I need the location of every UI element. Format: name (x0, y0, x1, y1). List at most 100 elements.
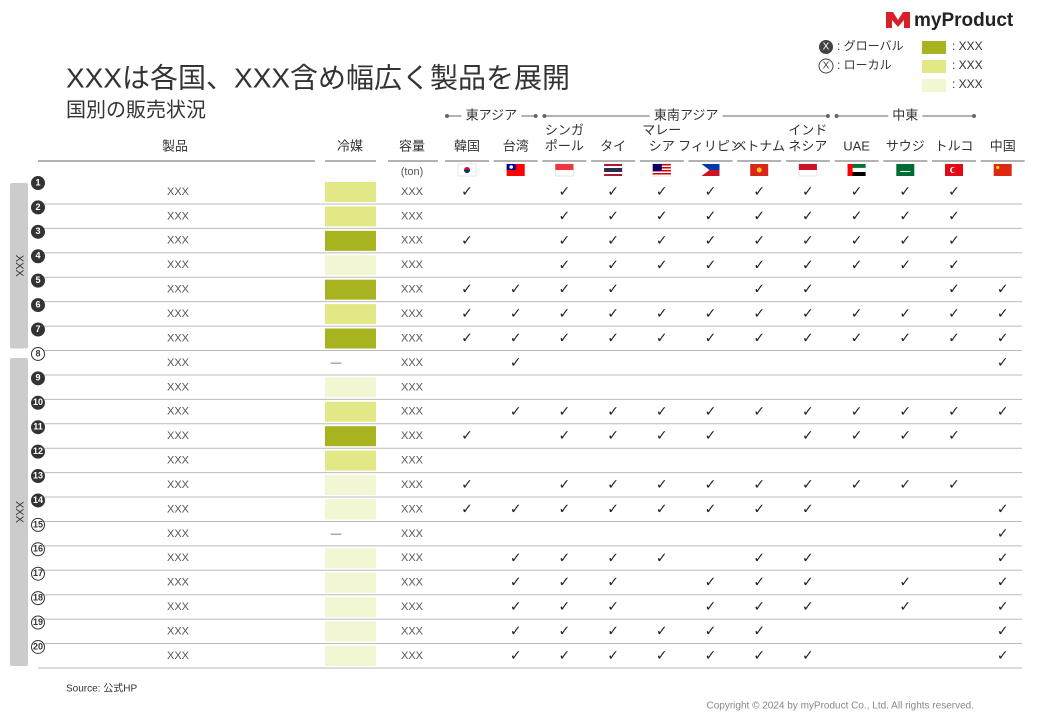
check-mark: ✓ (997, 355, 1009, 371)
refrigerant-swatch (325, 597, 376, 618)
row-number-badge (31, 615, 45, 630)
refrigerant-swatch (325, 206, 376, 227)
flag (652, 164, 662, 171)
capacity: XXX (401, 625, 424, 637)
check-mark: ✓ (510, 355, 522, 371)
region-dot (445, 114, 449, 118)
row-number-badge (31, 517, 45, 532)
check-mark: ✓ (997, 501, 1009, 517)
check-mark: ✓ (656, 404, 668, 420)
product-name: XXX (167, 552, 190, 564)
row-number: 6 (35, 299, 40, 309)
table-row: 8 XXX — XXX ✓ ✓ (31, 346, 1022, 376)
check-mark: ✓ (607, 282, 619, 298)
row-number: 14 (33, 495, 43, 505)
row-number: 2 (35, 202, 40, 212)
check-mark: ✓ (753, 624, 765, 640)
check-mark: ✓ (948, 306, 960, 322)
row-number-badge (31, 395, 45, 410)
check-mark: ✓ (997, 331, 1009, 347)
check-mark: ✓ (899, 599, 911, 615)
flag (509, 165, 513, 169)
check-mark: ✓ (461, 282, 473, 298)
capacity: XXX (401, 577, 424, 589)
check-mark: ✓ (851, 428, 863, 444)
flag-icon (701, 164, 720, 176)
check-mark: ✓ (510, 331, 522, 347)
country-name: ポール (545, 138, 584, 153)
check-mark: ✓ (705, 648, 717, 664)
check-mark: ✓ (705, 184, 717, 200)
region-name: 東南アジア (654, 107, 718, 122)
check-mark: ✓ (559, 501, 571, 517)
table-row: 10 XXX XXX ✓ ✓ ✓ ✓ ✓ ✓ ✓ ✓ ✓ ✓ ✓ (31, 395, 1022, 425)
row-number: 5 (35, 275, 40, 285)
capacity: XXX (401, 406, 424, 418)
col-header-capacity: 容量 (399, 138, 425, 153)
capacity-unit: (ton) (401, 166, 424, 178)
row-number-badge (31, 322, 45, 337)
flag (652, 173, 671, 175)
product-name: XXX (167, 406, 190, 418)
legend-swatch (922, 79, 946, 92)
region-dot (825, 114, 830, 118)
row-number: 7 (35, 324, 40, 334)
check-mark: ✓ (899, 404, 911, 420)
check-mark: ✓ (802, 550, 814, 566)
product-name: XXX (167, 455, 190, 467)
table-row: 5 XXX XXX ✓ ✓ ✓ ✓ ✓ ✓ ✓ ✓ (31, 273, 1022, 303)
table-row: 1 XXX XXX ✓ ✓ ✓ ✓ ✓ ✓ ✓ ✓ ✓ ✓ (31, 176, 1022, 205)
check-mark: ✓ (510, 501, 522, 517)
refrigerant-swatch (325, 645, 376, 666)
product-name: XXX (167, 650, 190, 662)
row-number: 1 (35, 177, 40, 187)
check-mark: ✓ (705, 477, 717, 493)
row-number: 8 (35, 348, 40, 358)
check-mark: ✓ (851, 331, 863, 347)
flag (604, 168, 623, 172)
check-mark: ✓ (705, 624, 717, 640)
check-mark: ✓ (510, 624, 522, 640)
check-mark: ✓ (802, 477, 814, 493)
row-number: 4 (35, 251, 40, 261)
check-mark: ✓ (802, 404, 814, 420)
check-mark: ✓ (510, 404, 522, 420)
check-mark: ✓ (559, 257, 571, 273)
flag (701, 164, 710, 176)
check-mark: ✓ (656, 428, 668, 444)
flag (847, 172, 866, 176)
country-name: シンガ (545, 122, 584, 137)
check-mark: ✓ (997, 306, 1009, 322)
check-mark: ✓ (948, 208, 960, 224)
row-number-badge (31, 420, 45, 435)
check-mark: ✓ (753, 331, 765, 347)
flag (464, 170, 470, 173)
check-mark: ✓ (510, 599, 522, 615)
flag-icon (847, 164, 866, 176)
check-mark: ✓ (705, 306, 717, 322)
capacity: XXX (401, 284, 424, 296)
check-mark: ✓ (899, 233, 911, 249)
capacity: XXX (401, 308, 424, 320)
region-label-bg (649, 108, 723, 124)
capacity: XXX (401, 528, 424, 540)
flag-icon (896, 164, 915, 176)
capacity: XXX (401, 210, 424, 222)
country-name: 韓国 (454, 138, 480, 153)
check-mark: ✓ (607, 233, 619, 249)
row-number: 15 (33, 519, 43, 529)
flag-icon (555, 163, 574, 177)
row-number: 12 (33, 446, 43, 456)
row-number-badge (31, 224, 45, 239)
check-mark: ✓ (607, 404, 619, 420)
check-mark: ✓ (948, 428, 960, 444)
table-row: 4 XXX XXX ✓ ✓ ✓ ✓ ✓ ✓ ✓ ✓ ✓ (31, 249, 1022, 278)
check-mark: ✓ (851, 477, 863, 493)
row-number-badge (31, 444, 45, 459)
check-mark: ✓ (656, 624, 668, 640)
capacity: XXX (401, 430, 424, 442)
check-mark: ✓ (705, 501, 717, 517)
row-number: 16 (33, 544, 43, 554)
check-mark: ✓ (559, 550, 571, 566)
product-name: XXX (167, 479, 190, 491)
